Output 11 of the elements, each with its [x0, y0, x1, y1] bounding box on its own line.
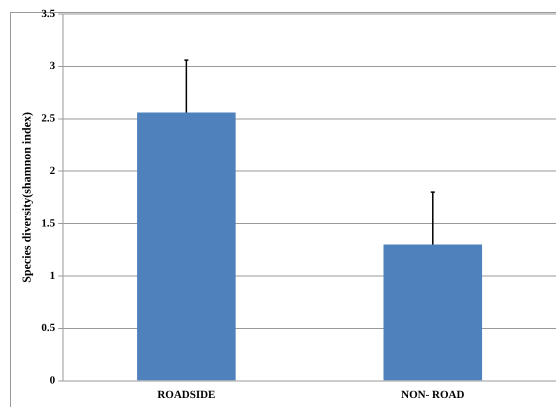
y-tick-label: 0 — [50, 374, 56, 387]
y-tick-label: 0.5 — [41, 322, 56, 334]
y-tick-label: 2.5 — [41, 112, 56, 125]
y-tick-label: 1 — [50, 270, 56, 282]
y-tick-label: 3 — [50, 60, 56, 72]
y-axis-title: Species diversity(shamnon index) — [19, 112, 34, 283]
y-tick-label: 3.5 — [41, 8, 56, 20]
x-tick-label: ROADSIDE — [157, 389, 216, 402]
y-tick-label: 2 — [50, 165, 56, 178]
x-tick-label: NON- ROAD — [401, 389, 464, 402]
y-tick-label: 1.5 — [41, 217, 56, 230]
